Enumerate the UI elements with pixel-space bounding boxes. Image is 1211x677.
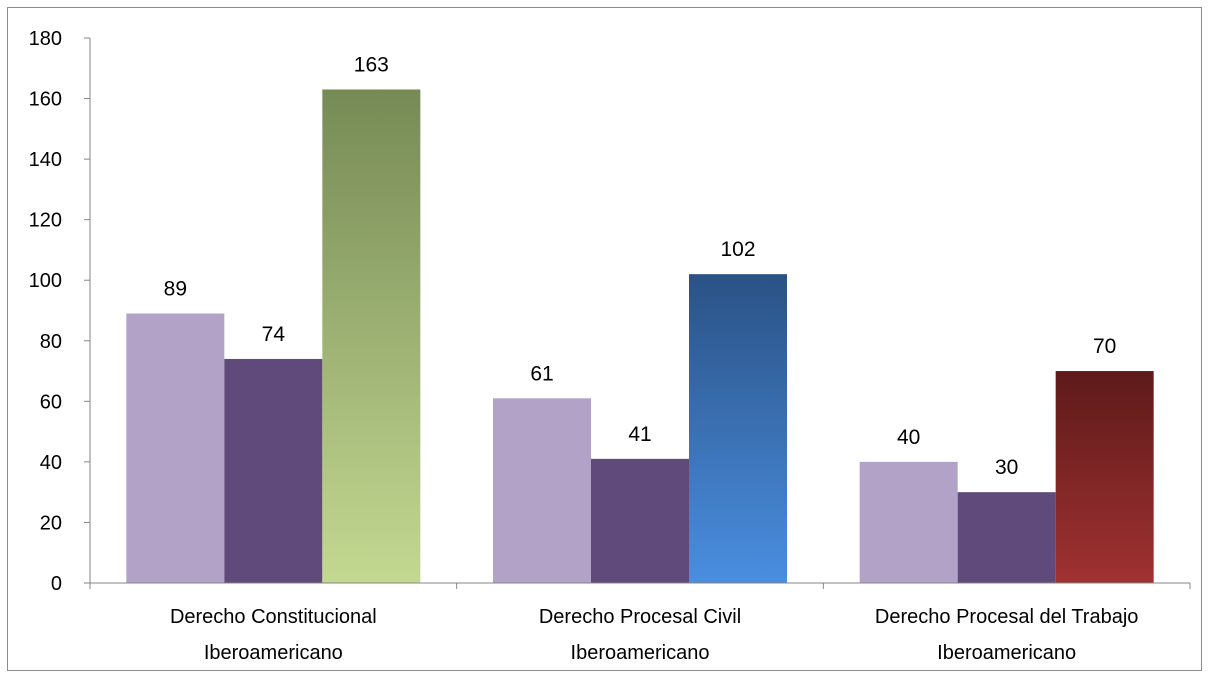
y-tick-label: 160: [29, 89, 62, 111]
x-category-label: Iberoamericano: [204, 642, 343, 664]
y-tick-label: 20: [40, 512, 62, 534]
bar-series2-cat1: [224, 358, 323, 583]
data-label-series2-cat2: 41: [628, 423, 651, 446]
bar-series3-cat3: [1055, 371, 1154, 583]
x-category-label: Iberoamericano: [937, 642, 1076, 664]
y-tick-label: 100: [29, 270, 62, 292]
data-label-series1-cat2: 61: [530, 362, 553, 385]
data-labels-group: 89 74 163 61 41 102 40 30 70: [164, 53, 1117, 479]
data-label-series3-cat2: 102: [720, 238, 755, 261]
bar-series1-cat2: [493, 398, 591, 583]
data-label-series2-cat3: 30: [995, 456, 1018, 479]
x-axis: Derecho Constitucional Iberoamericano Dere…: [89, 582, 1191, 664]
bar-series2-cat2: [591, 458, 689, 583]
x-category-label: Derecho Procesal del Trabajo: [875, 606, 1138, 628]
x-category-label: Iberoamericano: [571, 642, 710, 664]
bar-series1-cat1: [126, 313, 225, 583]
bar-series3-cat1: [322, 89, 421, 583]
data-label-series2-cat1: 74: [262, 323, 286, 346]
data-label-series1-cat3: 40: [897, 426, 920, 449]
data-label-series1-cat1: 89: [164, 278, 187, 301]
y-tick-label: 60: [40, 391, 62, 413]
bars-group: [126, 89, 1154, 583]
y-tick-label: 120: [29, 210, 62, 232]
x-category-label: Derecho Constitucional: [170, 606, 377, 628]
bar-series1-cat3: [859, 461, 958, 583]
y-axis: 0 20 40 60 80 100 120 140 160 180: [29, 28, 91, 595]
data-label-series3-cat1: 163: [354, 53, 389, 76]
bar-series2-cat3: [957, 492, 1056, 583]
x-category-label: Derecho Procesal Civil: [539, 606, 741, 628]
y-tick-label: 0: [51, 573, 62, 595]
y-tick-label: 40: [40, 452, 62, 474]
y-tick-label: 80: [40, 331, 62, 353]
y-tick-label: 180: [29, 28, 62, 50]
data-label-series3-cat3: 70: [1093, 335, 1116, 358]
bar-series3-cat2: [689, 274, 787, 583]
y-tick-label: 140: [29, 149, 62, 171]
